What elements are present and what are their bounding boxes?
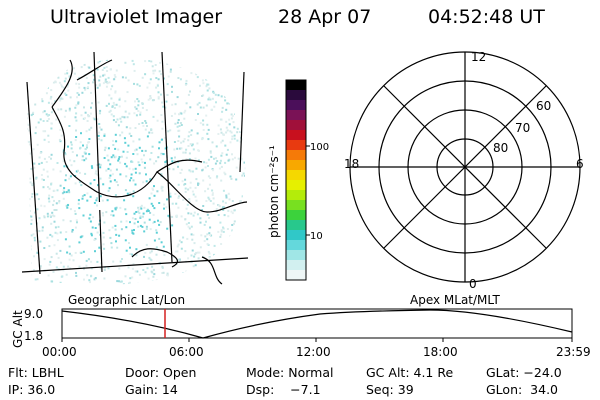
coastlines-graticule bbox=[22, 52, 249, 285]
colorbar-band bbox=[286, 180, 306, 191]
glon-value: GLon: 34.0 bbox=[486, 382, 558, 397]
colorbar-band bbox=[286, 120, 306, 131]
y-tick-9: 9.0 bbox=[24, 307, 43, 321]
geographic-image-panel bbox=[22, 52, 249, 285]
colorbar-band bbox=[286, 190, 306, 201]
colorbar-band bbox=[286, 130, 306, 141]
colorbar-band bbox=[286, 80, 306, 91]
door-value: Door: Open bbox=[125, 365, 197, 380]
colorbar: 100 10 photon cm⁻²s⁻¹ bbox=[267, 79, 329, 281]
colorbar-unit-label: photon cm⁻²s⁻¹ bbox=[267, 145, 281, 238]
altitude-curve bbox=[61, 309, 573, 339]
colorbar-band bbox=[286, 160, 306, 171]
y-tick-1-8: 1.8 bbox=[24, 329, 43, 343]
lat-label-80: 80 bbox=[493, 141, 508, 155]
colorbar-band bbox=[286, 150, 306, 161]
mlt-label-12: 12 bbox=[471, 50, 486, 64]
observation-date: 28 Apr 07 bbox=[278, 6, 372, 28]
colorbar-band bbox=[286, 170, 306, 181]
colorbar-band bbox=[286, 220, 306, 231]
gc-alt-value: GC Alt: 4.1 Re bbox=[366, 365, 454, 380]
apex-caption: Apex MLat/MLT bbox=[410, 293, 500, 307]
dsp-value: Dsp: −7.1 bbox=[246, 382, 321, 397]
colorbar-band bbox=[286, 110, 306, 121]
colorbar-band bbox=[286, 230, 306, 241]
colorbar-tick-100: 100 bbox=[310, 142, 329, 153]
uv-emission-image bbox=[27, 58, 246, 285]
ip-value: IP: 36.0 bbox=[8, 382, 56, 397]
colorbar-band bbox=[286, 200, 306, 211]
colorbar-band bbox=[286, 140, 306, 151]
observation-time: 04:52:48 UT bbox=[428, 6, 545, 28]
colorbar-band bbox=[286, 210, 306, 221]
mlt-label-6: 6 bbox=[576, 157, 584, 171]
colorbar-band bbox=[286, 270, 306, 281]
seq-value: Seq: 39 bbox=[366, 382, 414, 397]
polar-mlat-mlt-plot: 12 18 6 0 60 70 80 bbox=[344, 50, 584, 291]
colorbar-band bbox=[286, 260, 306, 271]
lat-label-70: 70 bbox=[515, 121, 530, 135]
imager-title: Ultraviolet Imager bbox=[50, 6, 223, 28]
flt-value: Flt: LBHL bbox=[8, 365, 64, 380]
lat-label-60: 60 bbox=[536, 99, 551, 113]
gain-value: Gain: 14 bbox=[125, 382, 178, 397]
x-tick-1800: 18:00 bbox=[423, 345, 458, 359]
gc-altitude-strip: GC Alt 9.0 1.8 00:00 06:00 12:00 18:00 2… bbox=[11, 307, 591, 359]
x-tick-1200: 12:00 bbox=[296, 345, 331, 359]
colorbar-tick-10: 10 bbox=[310, 231, 323, 242]
colorbar-band bbox=[286, 90, 306, 101]
x-tick-0600: 06:00 bbox=[169, 345, 204, 359]
colorbar-band bbox=[286, 100, 306, 111]
x-tick-2359: 23:59 bbox=[556, 345, 591, 359]
colorbar-band bbox=[286, 250, 306, 261]
mlt-label-0: 0 bbox=[469, 277, 477, 291]
x-tick-0000: 00:00 bbox=[42, 345, 77, 359]
geographic-caption: Geographic Lat/Lon bbox=[68, 293, 186, 307]
mlt-label-18: 18 bbox=[344, 157, 359, 171]
gc-alt-axis-label: GC Alt bbox=[11, 310, 25, 348]
mode-value: Mode: Normal bbox=[246, 365, 334, 380]
colorbar-band bbox=[286, 240, 306, 251]
glat-value: GLat: −24.0 bbox=[486, 365, 562, 380]
